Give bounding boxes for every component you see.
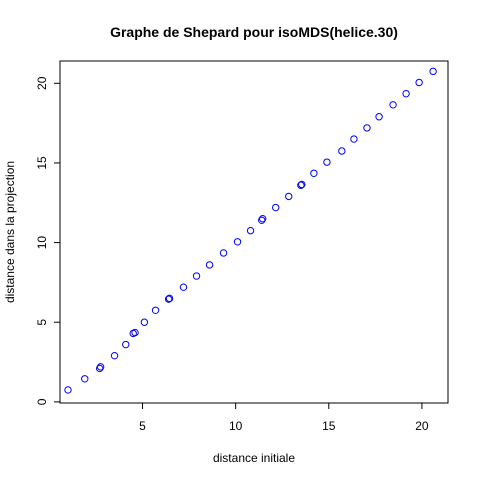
data-point — [233, 238, 242, 246]
data-point — [81, 375, 89, 383]
data-point — [258, 216, 266, 224]
data-point — [246, 226, 255, 235]
data-point — [297, 181, 305, 189]
data-point — [389, 101, 397, 109]
x-axis-label: distance initiale — [213, 451, 295, 465]
data-point — [323, 158, 331, 166]
data-point — [205, 261, 214, 269]
data-point — [375, 113, 383, 121]
x-tick-label: 20 — [415, 419, 429, 433]
x-tick-label: 15 — [322, 419, 336, 433]
data-point — [192, 272, 201, 280]
x-tick-label: 5 — [139, 419, 146, 433]
data-point — [165, 294, 174, 303]
x-tick-label: 10 — [229, 419, 243, 433]
data-points — [64, 67, 437, 394]
data-point — [96, 363, 105, 371]
data-point — [140, 318, 149, 326]
data-point — [298, 180, 306, 189]
data-point — [164, 295, 173, 303]
data-point — [179, 283, 188, 291]
plot-frame — [59, 60, 449, 404]
data-point — [122, 340, 130, 349]
data-point — [350, 135, 358, 143]
y-axis-label: distance dans la projection — [3, 161, 17, 303]
data-point — [64, 386, 72, 394]
data-point — [402, 89, 410, 98]
data-point — [310, 169, 318, 178]
y-tick-label: 5 — [35, 319, 49, 326]
data-point — [219, 249, 228, 257]
y-tick-label: 10 — [35, 236, 49, 250]
y-tick-label: 15 — [35, 156, 49, 170]
y-axis: 0 5 10 15 20 — [35, 76, 61, 405]
data-point — [95, 364, 104, 373]
y-tick-label: 20 — [35, 76, 49, 90]
data-point — [338, 147, 346, 155]
data-point — [415, 78, 423, 87]
data-point — [151, 306, 160, 314]
data-point — [272, 203, 280, 212]
chart-title: Graphe de Shepard pour isoMDS(helice.30) — [110, 24, 398, 40]
y-tick-label: 0 — [35, 398, 49, 405]
data-point — [429, 67, 437, 76]
data-point — [110, 351, 119, 360]
data-point — [258, 214, 267, 223]
x-axis: 5 10 15 20 — [139, 402, 429, 433]
data-point — [363, 124, 371, 132]
data-point — [131, 328, 139, 337]
data-point — [285, 192, 293, 201]
